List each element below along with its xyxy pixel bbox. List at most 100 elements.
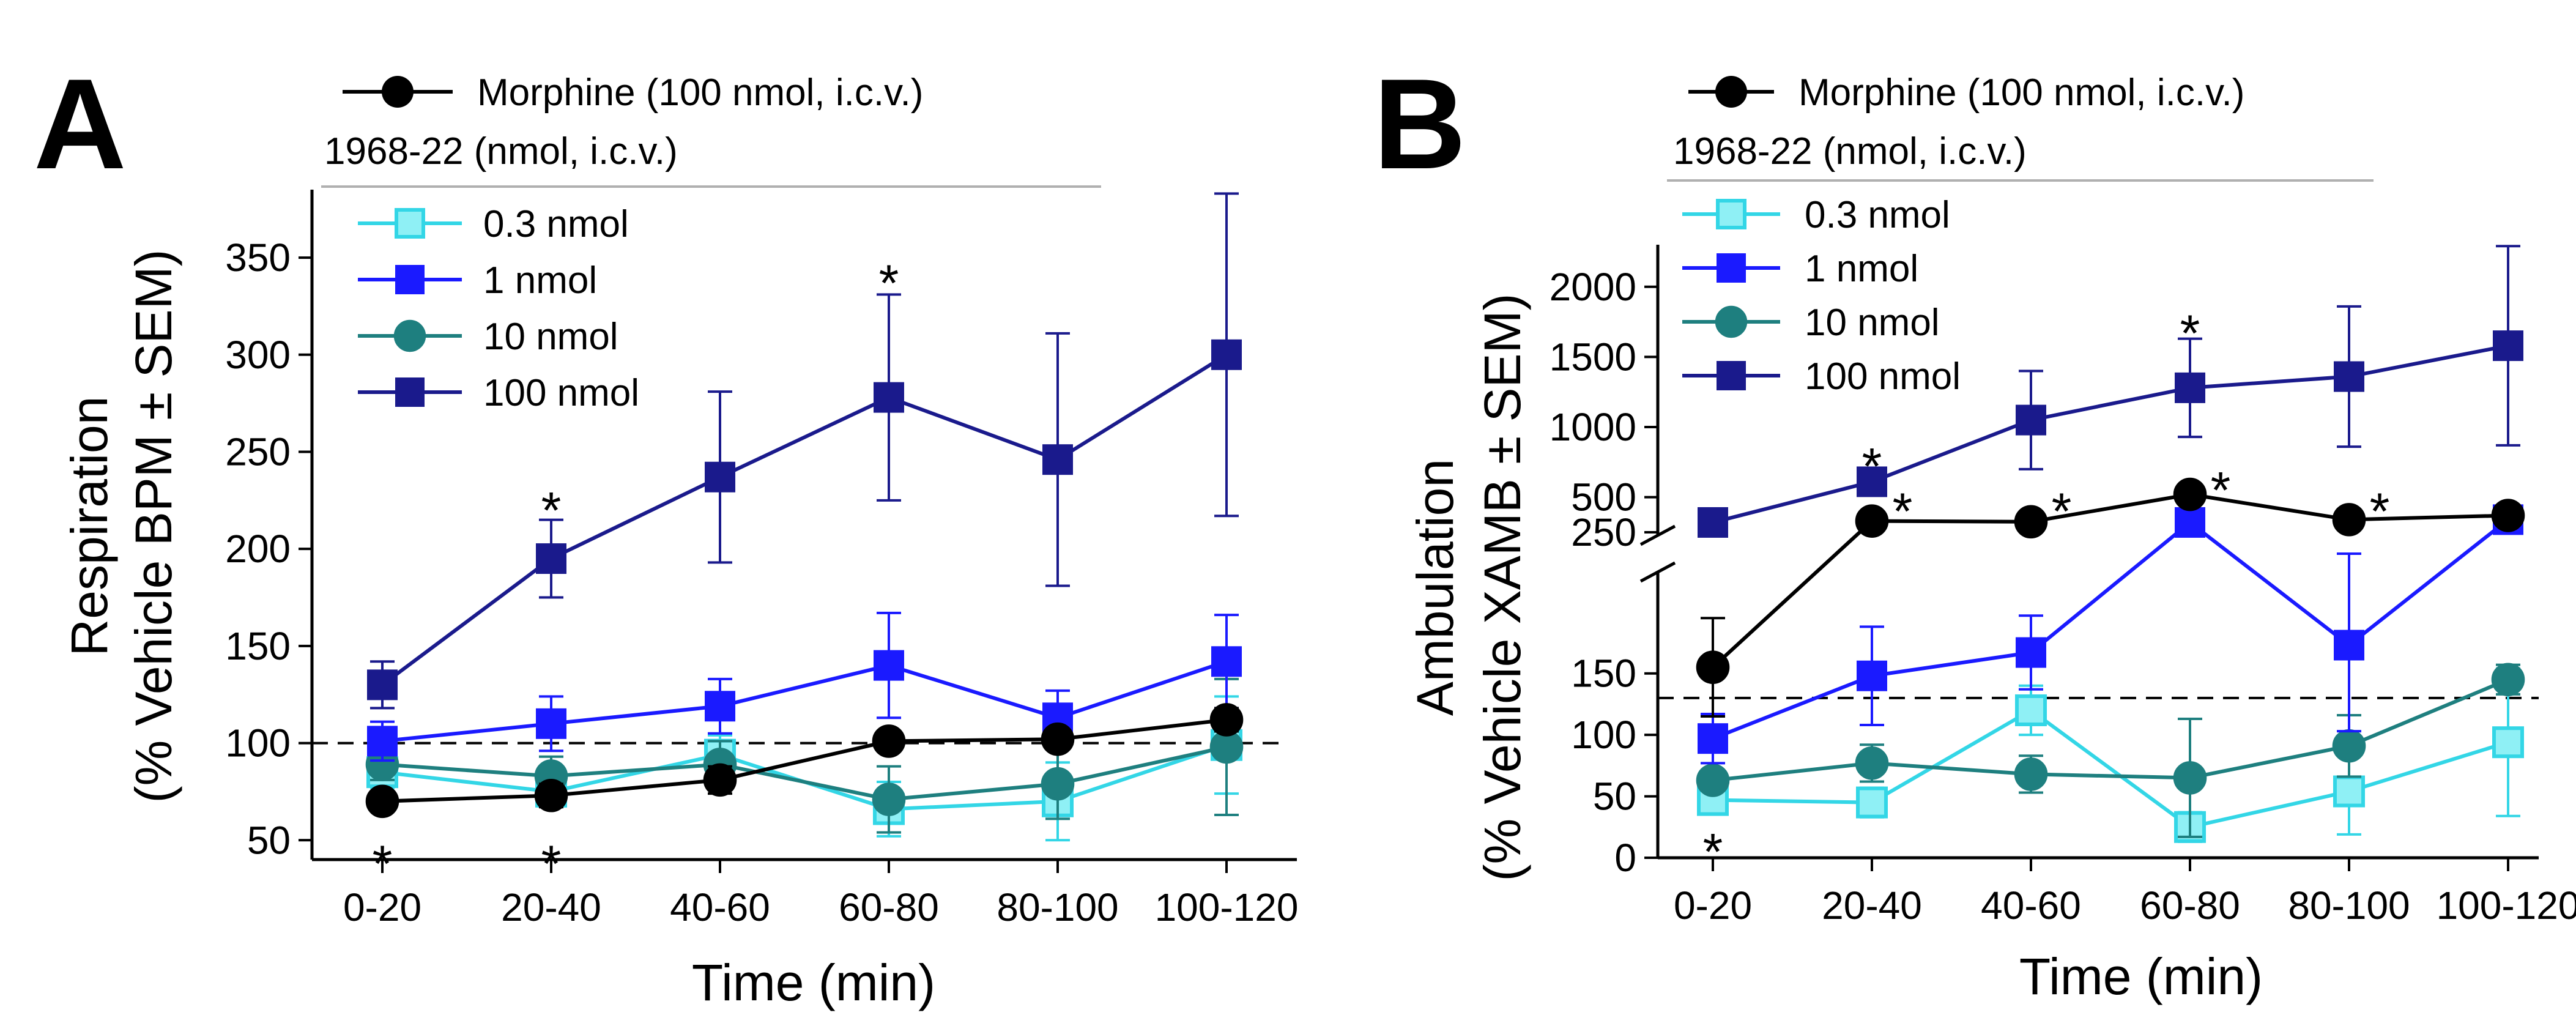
panel-b-data-point [2014,757,2048,791]
panel-b-data-point [2175,372,2205,403]
panel-b-legend-marker [1717,361,1746,390]
panel-b: B Ambulation (% Vehicle XAMB ± SEM) Time… [1373,52,2576,1005]
panel-b-legend-label: 10 nmol [1805,302,1940,344]
panel-b-series [1698,245,2523,538]
panel-a-data-point [536,543,566,574]
panel-a-data-point [705,691,735,722]
panel-b-data-point [2175,507,2205,538]
panel-b-ytick-label: 500 [1571,475,1636,519]
panel-a-ytick-label: 200 [225,527,291,571]
panel-b-ytick-label: 0 [1614,836,1636,880]
panel-b-legend-header: 1968-22 (nmol, i.c.v.) [1673,130,2027,173]
panel-b-xlabel: Time (min) [2019,948,2263,1005]
panel-a-data-point [367,726,398,757]
panel-a-legend-label: 10 nmol [483,316,618,358]
panel-b-legend-marker [1715,76,1747,108]
panel-b-data-point [2491,499,2525,532]
panel-a-series-line [381,353,1228,686]
panel-a-xtick-label: 80-100 [997,885,1118,929]
panel-a-significance-star: * [373,835,393,892]
panel-b-series-line [1712,344,2509,524]
panel-b-significance-star: * [1703,823,1723,880]
panel-a-plot-area: * * * * [312,192,1279,892]
panel-b-data-point [1855,504,1889,538]
panel-b-axis-break-mark [1639,561,1676,583]
panel-a-legend-marker [395,377,425,407]
panel-a-axes: 50 100 150 200 250 300 350 0-20 20-40 40-60 60-80 8… [225,190,1298,929]
panel-a-data-point [1041,722,1075,756]
panel-b-legend-label: 100 nmol [1805,355,1961,398]
panel-a-data-point [872,724,906,758]
panel-b-ytick-label: 150 [1571,652,1636,696]
panel-b-legend-label: 1 nmol [1805,248,1918,290]
panel-a-data-point [367,669,398,701]
panel-b-data-point [1856,786,1888,819]
panel-a-xtick-label: 0-20 [343,885,421,929]
panel-b-data-point [1698,507,1728,538]
panel-a-legend-label: Morphine (100 nmol, i.c.v.) [477,72,923,114]
panel-b-data-point [1696,650,1730,684]
panel-a-legend-label: 1 nmol [483,259,597,302]
panel-a-ytick-label: 50 [247,818,291,862]
panel-b-series-line [1712,518,2509,740]
panel-b-data-point [1857,660,1887,691]
panel-b-significance-star: * [1893,483,1913,540]
panel-b-series [1696,477,2525,718]
panel-b-ytick-label: 1000 [1550,405,1636,449]
panel-b-significance-star: * [2180,304,2200,362]
panel-b-legend-label: Morphine (100 nmol, i.c.v.) [1798,72,2244,114]
panel-b-xtick-label: 100-120 [2437,883,2576,927]
panel-a-data-point [1041,767,1075,801]
panel-b-data-point [2491,663,2525,697]
panel-b-data-point [2016,404,2046,436]
panel-b-xtick-label: 40-60 [1981,883,2081,927]
panel-a-ytick-label: 350 [225,236,291,280]
panel-a-legend-header: 1968-22 (nmol, i.c.v.) [324,130,678,173]
panel-a-ytick-label: 100 [225,721,291,765]
panel-a-data-point [1209,703,1244,737]
panel-a-xtick-label: 60-80 [839,885,939,929]
panel-a-data-point [365,784,399,819]
panel-b-series [1698,504,2523,765]
panel-b-legend-marker [1716,199,1746,229]
panel-a-data-point [1211,646,1242,677]
panel-b-xtick-label: 0-20 [1674,883,1752,927]
panel-a-ylabel-line2: (% Vehicle BPM ± SEM) [125,249,182,803]
panel-a-ytick-label: 150 [225,624,291,668]
panel-b-legend-label: 0.3 nmol [1805,194,1950,236]
panel-a-data-point [703,763,737,797]
panel-b-series-line [1712,708,2509,830]
panel-a-xtick-label: 100-120 [1155,885,1299,929]
panel-b-legend-marker [1717,253,1746,283]
panel-b-data-point [2173,761,2207,795]
panel-a-ytick-label: 250 [225,429,291,474]
panel-b-xtick-label: 20-40 [1822,883,1922,927]
panel-b-series-line [1712,677,2509,783]
panel-a-xtick-label: 20-40 [501,885,601,929]
panel-a-series [367,192,1242,710]
panel-a-data-point [872,783,906,816]
panel-a-data-point [1211,339,1242,370]
panel-a-legend-marker [395,208,425,239]
panel-b-xtick-label: 60-80 [2140,883,2240,927]
panel-a-series-line [382,718,1227,803]
panel-a-letter: A [34,52,127,196]
panel-b-series-line [1711,493,2509,669]
panel-a-data-point [1042,444,1073,475]
panel-b-ytick-label: 100 [1571,713,1636,757]
panel-a-legend-marker [393,319,426,352]
panel-b-ytick-label: 250 [1571,510,1636,554]
panel-a-series [367,611,1242,762]
panel-b-data-point [2334,630,2364,661]
panel-b-significance-star: * [2370,483,2390,540]
panel-a-series-line [382,745,1227,801]
panel-b-significance-star: * [2052,483,2072,540]
panel-b-data-point [2492,726,2524,759]
panel-b-data-point [2015,694,2047,726]
panel-a-ylabel-line1: Respiration [61,396,118,656]
panel-b-ylabel-line1: Ambulation [1406,459,1464,716]
panel-b-data-point [1857,466,1887,497]
panel-a-legend-label: 100 nmol [483,372,639,414]
